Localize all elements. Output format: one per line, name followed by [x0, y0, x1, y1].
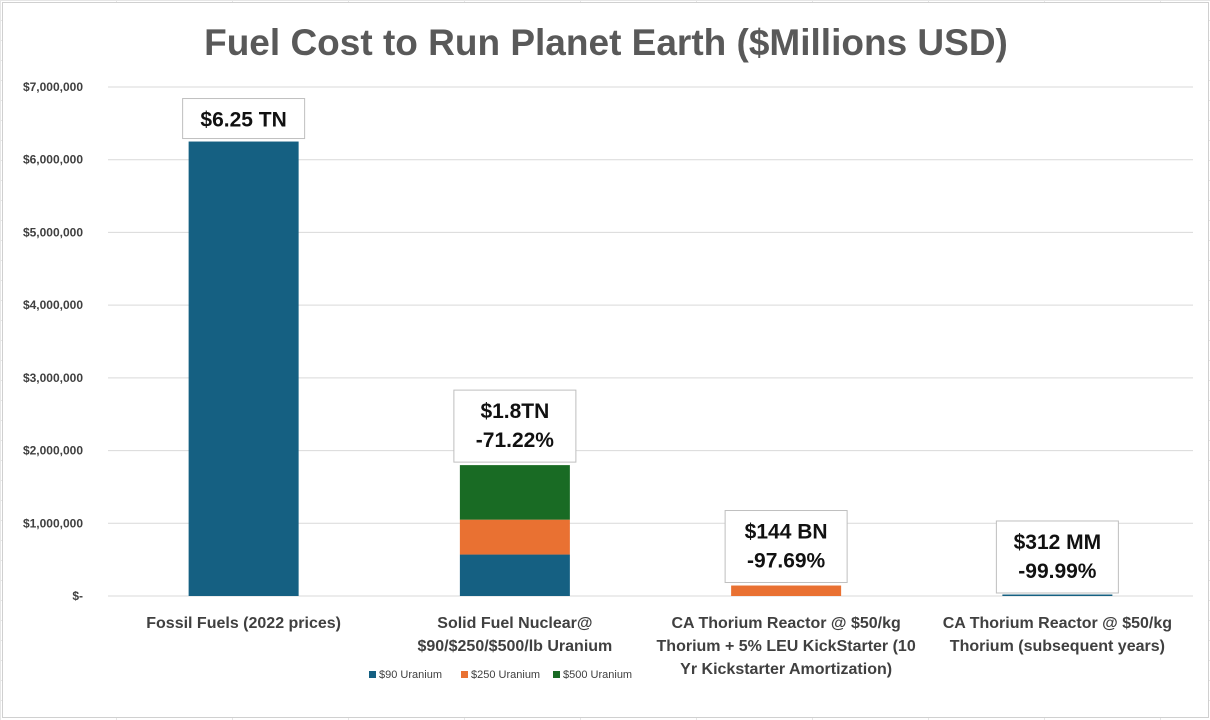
data-label: $312 MM — [1014, 531, 1102, 554]
data-label: $6.25 TN — [200, 109, 286, 132]
y-tick-label: $6,000,000 — [23, 153, 83, 167]
y-tick-label: $3,000,000 — [23, 371, 83, 385]
legend-swatch — [553, 671, 560, 678]
bar-chart: Fuel Cost to Run Planet Earth ($Millions… — [23, 22, 1193, 681]
data-label: $1.8TN — [480, 400, 549, 423]
data-label-box — [995, 520, 1119, 594]
bar-segment[interactable] — [459, 465, 570, 520]
bar-segment[interactable] — [731, 585, 842, 596]
y-tick-label: $5,000,000 — [23, 225, 83, 239]
data-label-box — [182, 98, 306, 140]
x-category-label: CA Thorium Reactor @ $50/kg Thorium + 5% … — [657, 615, 916, 678]
y-tick-label: $7,000,000 — [23, 80, 83, 94]
x-category-label: CA Thorium Reactor @ $50/kg Thorium (subs… — [943, 615, 1172, 655]
y-tick-label: $- — [72, 589, 83, 603]
y-tick-label: $4,000,000 — [23, 298, 83, 312]
bar-segment[interactable] — [459, 519, 570, 555]
chart-title: Fuel Cost to Run Planet Earth ($Millions… — [204, 22, 1008, 63]
y-axis: $- $1,000,000 $2,000,000 $3,000,000 $4,000,0… — [23, 80, 83, 603]
data-labels: $6.25 TN $1.8TN -71.22% $144 BN -97.69% $312 … — [182, 98, 1119, 594]
legend-entry: $500 Uranium — [563, 669, 632, 681]
legend-swatch — [461, 671, 468, 678]
legend-entry: $250 Uranium — [471, 669, 540, 681]
data-label: -97.69% — [747, 550, 826, 573]
x-category-label: Fossil Fuels (2022 prices) — [146, 615, 341, 632]
bar-segment[interactable] — [188, 141, 299, 597]
bar-segment[interactable] — [1002, 594, 1113, 597]
data-label: -71.22% — [476, 429, 555, 452]
data-label: $144 BN — [745, 521, 828, 544]
x-axis: Fossil Fuels (2022 prices) Solid Fuel Nuc… — [146, 615, 1172, 678]
bars — [188, 141, 1113, 597]
y-tick-label: $2,000,000 — [23, 444, 83, 458]
y-tick-label: $1,000,000 — [23, 516, 83, 530]
data-label-box — [724, 510, 848, 584]
x-category-label: Solid Fuel Nuclear@ $90/$250/$500/lb Uran… — [417, 615, 612, 655]
data-label-box — [453, 389, 577, 463]
data-label: -99.99% — [1018, 560, 1097, 583]
legend-swatch — [369, 671, 376, 678]
legend-entry: $90 Uranium — [379, 669, 442, 681]
bar-segment[interactable] — [459, 554, 570, 596]
legend: $90 Uranium $250 Uranium $500 Uranium — [369, 669, 632, 681]
